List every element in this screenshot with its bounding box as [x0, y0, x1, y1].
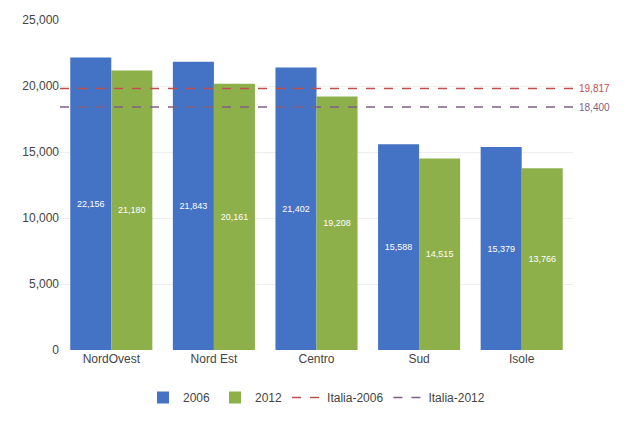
svg-text:21,402: 21,402: [282, 204, 310, 214]
svg-text:20,000: 20,000: [22, 79, 59, 93]
svg-text:22,156: 22,156: [77, 199, 105, 209]
svg-text:21,180: 21,180: [118, 205, 146, 215]
svg-text:2012: 2012: [255, 391, 282, 405]
svg-text:0: 0: [52, 343, 59, 357]
svg-text:Sud: Sud: [408, 352, 429, 366]
svg-text:Centro: Centro: [298, 352, 334, 366]
svg-text:5,000: 5,000: [29, 277, 59, 291]
svg-text:Nord Est: Nord Est: [191, 352, 238, 366]
svg-text:14,515: 14,515: [426, 249, 454, 259]
svg-text:21,843: 21,843: [180, 201, 208, 211]
svg-text:19,208: 19,208: [323, 218, 351, 228]
svg-text:13,766: 13,766: [528, 254, 556, 264]
svg-text:Isole: Isole: [509, 352, 535, 366]
svg-text:2006: 2006: [183, 391, 210, 405]
svg-text:10,000: 10,000: [22, 211, 59, 225]
svg-text:Italia-2006: Italia-2006: [327, 391, 383, 405]
svg-text:19,817: 19,817: [579, 83, 610, 94]
svg-text:20,161: 20,161: [221, 212, 249, 222]
svg-text:NordOvest: NordOvest: [83, 352, 141, 366]
svg-text:15,379: 15,379: [487, 244, 515, 254]
svg-text:25,000: 25,000: [22, 13, 59, 27]
svg-text:Italia-2012: Italia-2012: [428, 391, 484, 405]
svg-text:15,588: 15,588: [385, 242, 413, 252]
svg-text:15,000: 15,000: [22, 145, 59, 159]
svg-text:18,400: 18,400: [579, 102, 610, 113]
